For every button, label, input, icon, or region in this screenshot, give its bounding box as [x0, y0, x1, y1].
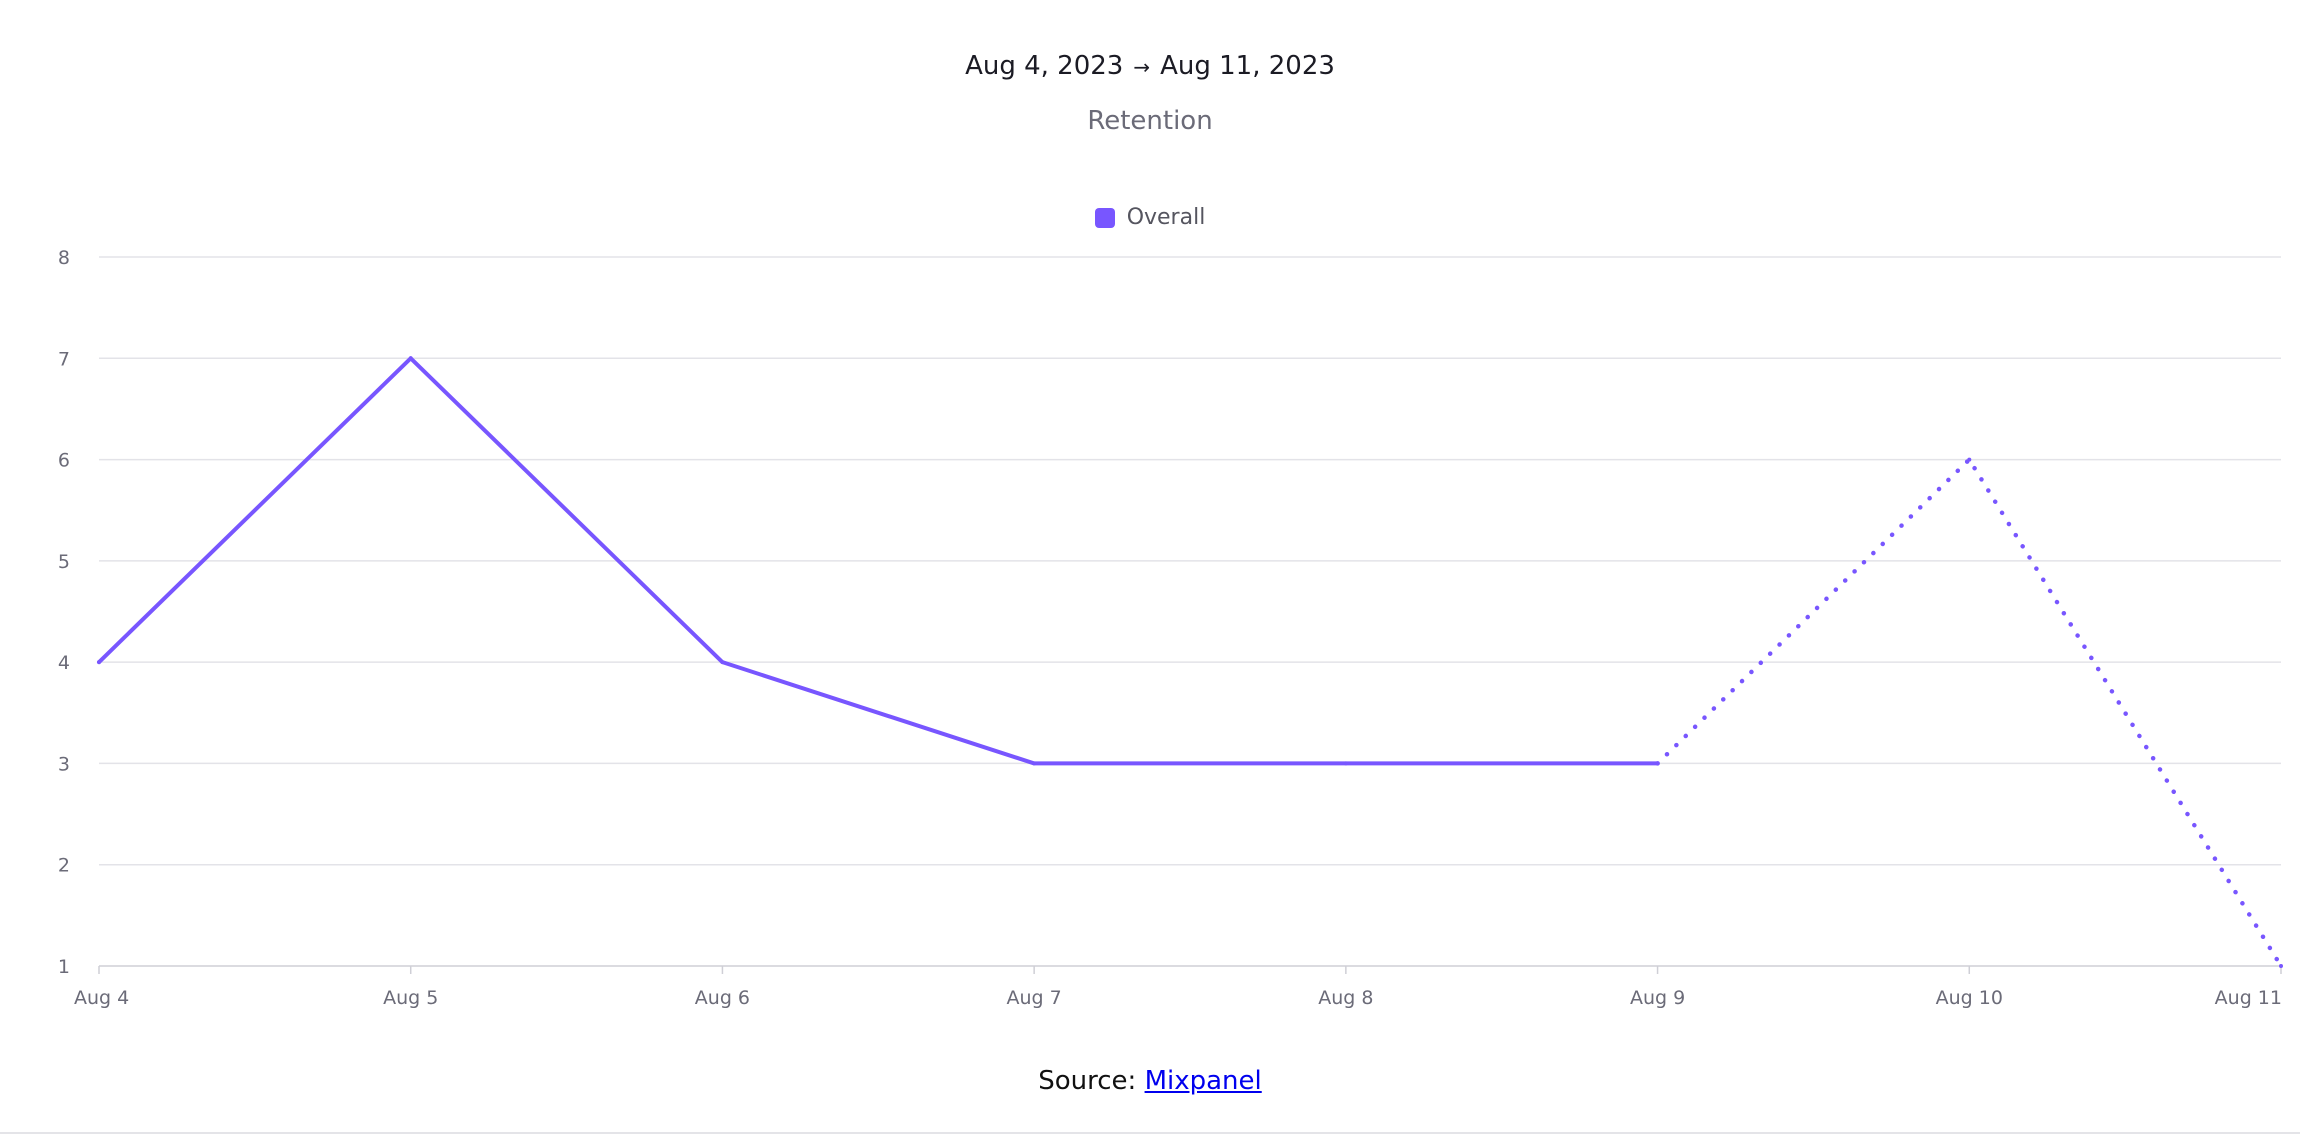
data-point	[2279, 964, 2283, 968]
legend-label-overall[interactable]: Overall	[1126, 205, 1206, 230]
data-point	[1343, 761, 1348, 766]
x-tick-label: Aug 11	[2215, 987, 2282, 1009]
data-point	[97, 660, 101, 665]
date-range: Aug 4, 2023 → Aug 11, 2023	[0, 46, 2300, 87]
y-tick-label: 2	[58, 855, 70, 877]
x-tick-label: Aug 6	[695, 987, 750, 1009]
data-point	[1655, 761, 1660, 766]
x-tick-label: Aug 9	[1630, 987, 1685, 1009]
bottom-divider	[0, 1132, 2300, 1134]
y-tick-label: 5	[58, 551, 70, 573]
date-start: Aug 4, 2023	[965, 51, 1124, 81]
series-line-overall	[97, 356, 1660, 766]
data-point	[408, 356, 413, 361]
x-tick-label: Aug 5	[383, 987, 438, 1009]
arrow-right-icon: →	[1133, 55, 1151, 79]
date-end: Aug 11, 2023	[1160, 51, 1335, 81]
data-point	[1032, 761, 1037, 766]
y-tick-label: 3	[58, 753, 70, 775]
source-prefix: Source:	[1038, 1066, 1137, 1096]
data-point	[720, 660, 725, 665]
x-tick-label: Aug 7	[1007, 987, 1062, 1009]
chart-legend: Overall	[0, 205, 2300, 230]
y-tick-label: 4	[58, 652, 70, 674]
source-link[interactable]: Mixpanel	[1144, 1066, 1262, 1096]
legend-swatch-overall	[1094, 207, 1115, 228]
source-attribution: Source: Mixpanel	[0, 1066, 2300, 1096]
report-title: Retention	[1087, 106, 1213, 136]
x-tick-label: Aug 4	[74, 987, 129, 1009]
series-line-overall-incomplete	[1655, 457, 2284, 969]
y-tick-label: 7	[58, 348, 70, 370]
y-tick-label: 1	[58, 956, 70, 978]
y-tick-label: 8	[58, 247, 70, 269]
chart-header: Aug 4, 2023 → Aug 11, 2023 Retention	[0, 46, 2300, 141]
x-tick-label: Aug 8	[1318, 987, 1373, 1009]
y-tick-label: 6	[58, 450, 70, 472]
x-tick-label: Aug 10	[1936, 987, 2003, 1009]
data-point	[1967, 457, 1972, 462]
